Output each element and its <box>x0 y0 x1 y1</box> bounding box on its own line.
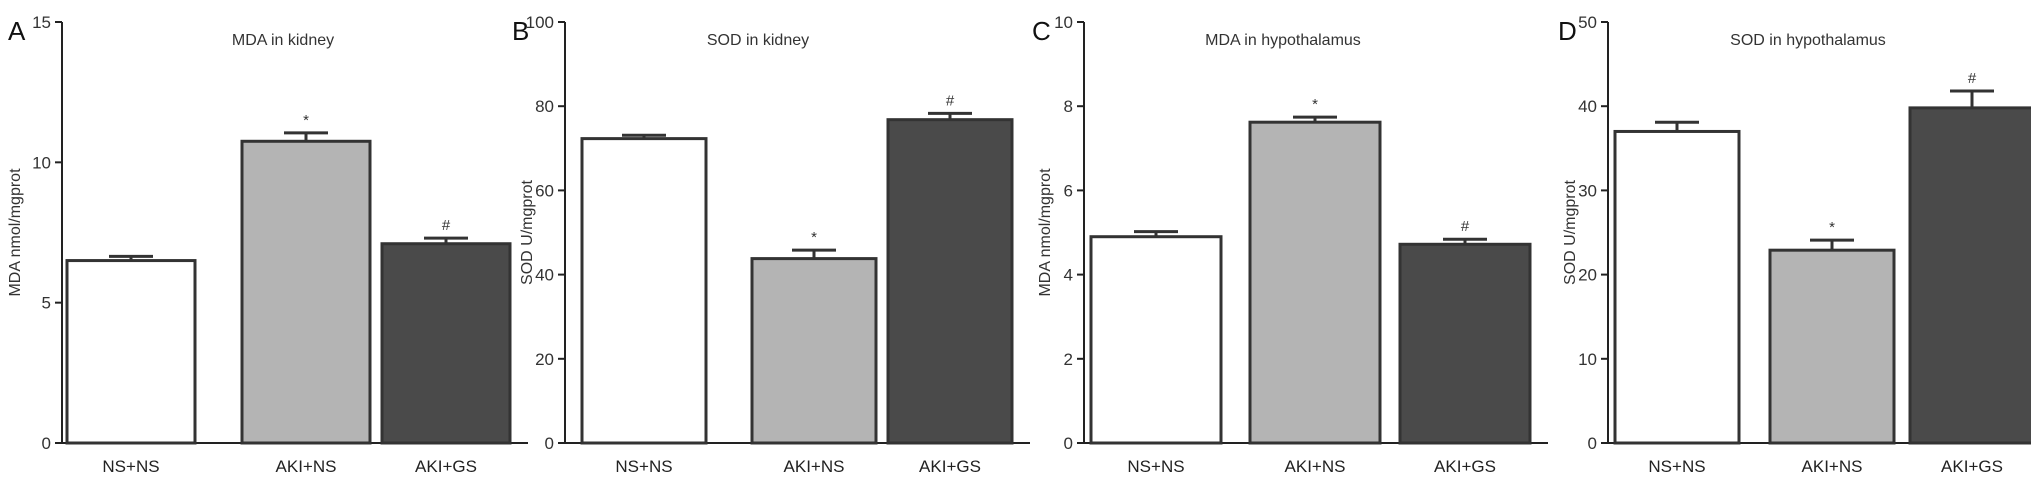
y-tick-label: 0 <box>1588 434 1597 453</box>
y-tick-label: 20 <box>1578 266 1597 285</box>
bar-aki-ns <box>240 139 372 445</box>
category-label: AKI+GS <box>1434 457 1496 476</box>
y-axis-label: MDA nmol/mgprot <box>7 168 24 297</box>
bar-ns-ns <box>1089 235 1223 445</box>
y-tick-label: 0 <box>1064 434 1073 453</box>
category-label: AKI+GS <box>1941 457 2003 476</box>
chart-title: MDA in hypothalamus <box>1205 32 1361 49</box>
category-label: NS+NS <box>102 457 159 476</box>
panel-b: B SOD in kidney SOD U/mgprot 0 20 40 60 80 100 NS… <box>512 13 1030 476</box>
y-tick-label: 80 <box>535 97 554 116</box>
y-tick-label: 50 <box>1578 13 1597 32</box>
bar-aki-gs <box>1908 106 2031 445</box>
y-tick-label: 4 <box>1064 266 1073 285</box>
significance-mark: * <box>1829 219 1835 236</box>
panel-a: A MDA in kidney MDA nmol/mgprot 0 5 10 15 NS+NS… <box>7 13 528 476</box>
y-axis-label: MDA nmol/mgprot <box>1037 168 1054 297</box>
y-tick-label: 20 <box>535 350 554 369</box>
bar-ns-ns <box>65 259 197 445</box>
y-tick-label: 40 <box>1578 97 1597 116</box>
bar-aki-ns <box>750 257 878 445</box>
chart-title: MDA in kidney <box>232 32 334 49</box>
category-label: NS+NS <box>1127 457 1184 476</box>
bar-aki-gs <box>886 118 1014 445</box>
category-label: AKI+GS <box>415 457 477 476</box>
category-label: AKI+NS <box>784 457 845 476</box>
bar-ns-ns <box>580 137 708 445</box>
y-tick-label: 5 <box>42 294 51 313</box>
significance-mark: # <box>1968 70 1977 87</box>
category-label: NS+NS <box>615 457 672 476</box>
panel-d: D SOD in hypothalamus SOD U/mgprot 0 10 20 30 4… <box>1558 13 2031 476</box>
bar-aki-ns <box>1248 120 1382 445</box>
y-tick-label: 10 <box>1578 350 1597 369</box>
panel-letter: D <box>1558 16 1577 46</box>
chart-title: SOD in kidney <box>707 32 809 49</box>
significance-mark: * <box>811 229 817 246</box>
category-label: AKI+NS <box>1285 457 1346 476</box>
significance-mark: # <box>442 217 451 234</box>
y-tick-label: 60 <box>535 181 554 200</box>
y-tick-label: 6 <box>1064 181 1073 200</box>
significance-mark: * <box>1312 96 1318 113</box>
significance-mark: * <box>303 112 309 129</box>
category-label: AKI+NS <box>1802 457 1863 476</box>
significance-mark: # <box>946 92 955 109</box>
category-label: NS+NS <box>1648 457 1705 476</box>
y-tick-label: 40 <box>535 266 554 285</box>
category-label: AKI+NS <box>276 457 337 476</box>
category-label: AKI+GS <box>919 457 981 476</box>
bar-aki-gs <box>1398 242 1532 445</box>
panel-letter: B <box>512 16 529 46</box>
panel-letter: C <box>1032 16 1051 46</box>
bar-aki-gs <box>380 242 512 445</box>
y-tick-label: 0 <box>545 434 554 453</box>
panel-letter: A <box>8 16 26 46</box>
y-tick-label: 8 <box>1064 97 1073 116</box>
y-tick-label: 30 <box>1578 181 1597 200</box>
chart-title: SOD in hypothalamus <box>1730 32 1886 49</box>
bar-ns-ns <box>1613 129 1741 445</box>
y-tick-label: 15 <box>32 13 51 32</box>
y-tick-label: 100 <box>526 13 554 32</box>
y-tick-label: 2 <box>1064 350 1073 369</box>
y-tick-label: 10 <box>32 153 51 172</box>
y-axis-label: SOD U/mgprot <box>1562 179 1579 284</box>
bar-aki-ns <box>1768 248 1896 445</box>
significance-mark: # <box>1461 218 1470 235</box>
panel-c: C MDA in hypothalamus MDA nmol/mgprot 0 2 4 6 8… <box>1032 13 1548 476</box>
y-tick-label: 0 <box>42 434 51 453</box>
y-tick-label: 10 <box>1054 13 1073 32</box>
y-axis-label: SOD U/mgprot <box>519 179 536 284</box>
